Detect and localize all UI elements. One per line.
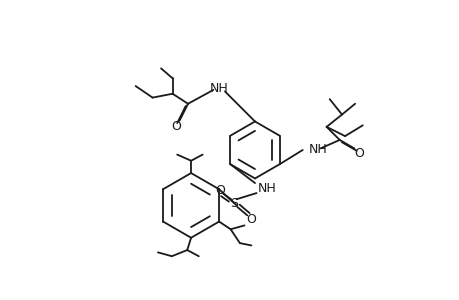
Text: S: S [230,196,238,210]
Text: O: O [353,147,363,160]
Text: O: O [170,120,180,134]
Text: O: O [215,184,225,196]
Text: NH: NH [209,82,228,95]
Text: O: O [246,213,256,226]
Text: NH: NH [257,182,275,195]
Text: NH: NH [308,143,327,157]
